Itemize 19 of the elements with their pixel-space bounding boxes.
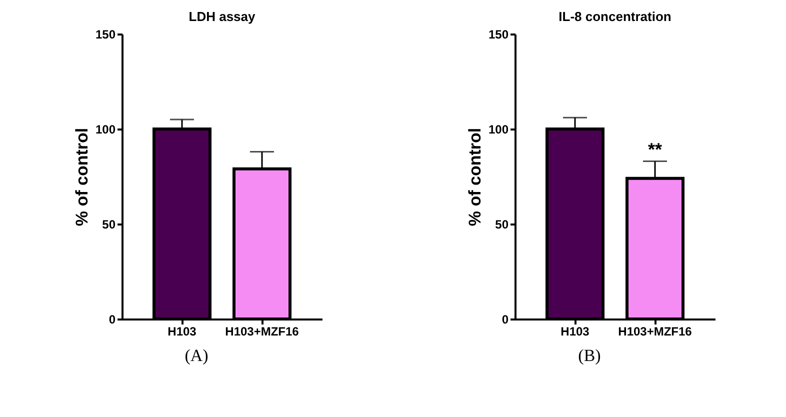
chart-title: LDH assay	[188, 9, 256, 24]
x-tick-label: H103	[560, 324, 590, 338]
text: (A)	[184, 346, 208, 366]
y-axis-title: % of control	[464, 128, 484, 226]
y-tick-label: 50	[102, 218, 116, 232]
y-tick-label: 100	[488, 122, 508, 136]
x-tick-label: H103+MZF16	[618, 324, 692, 338]
y-axis-title: % of control	[72, 128, 91, 226]
y-tick-label: 50	[494, 218, 508, 232]
x-tick-label: H103+MZF16	[224, 324, 299, 338]
y-tick-label: 150	[94, 28, 116, 42]
chart-title: IL-8 concentration	[558, 9, 671, 24]
text: (B)	[578, 346, 601, 366]
x-tick-label: H103	[167, 324, 196, 338]
y-tick-label: 150	[488, 28, 508, 42]
annotation: **	[647, 139, 662, 160]
y-tick-label: 0	[108, 312, 116, 326]
y-tick-label: 100	[94, 122, 116, 136]
y-tick-label: 0	[501, 312, 508, 326]
